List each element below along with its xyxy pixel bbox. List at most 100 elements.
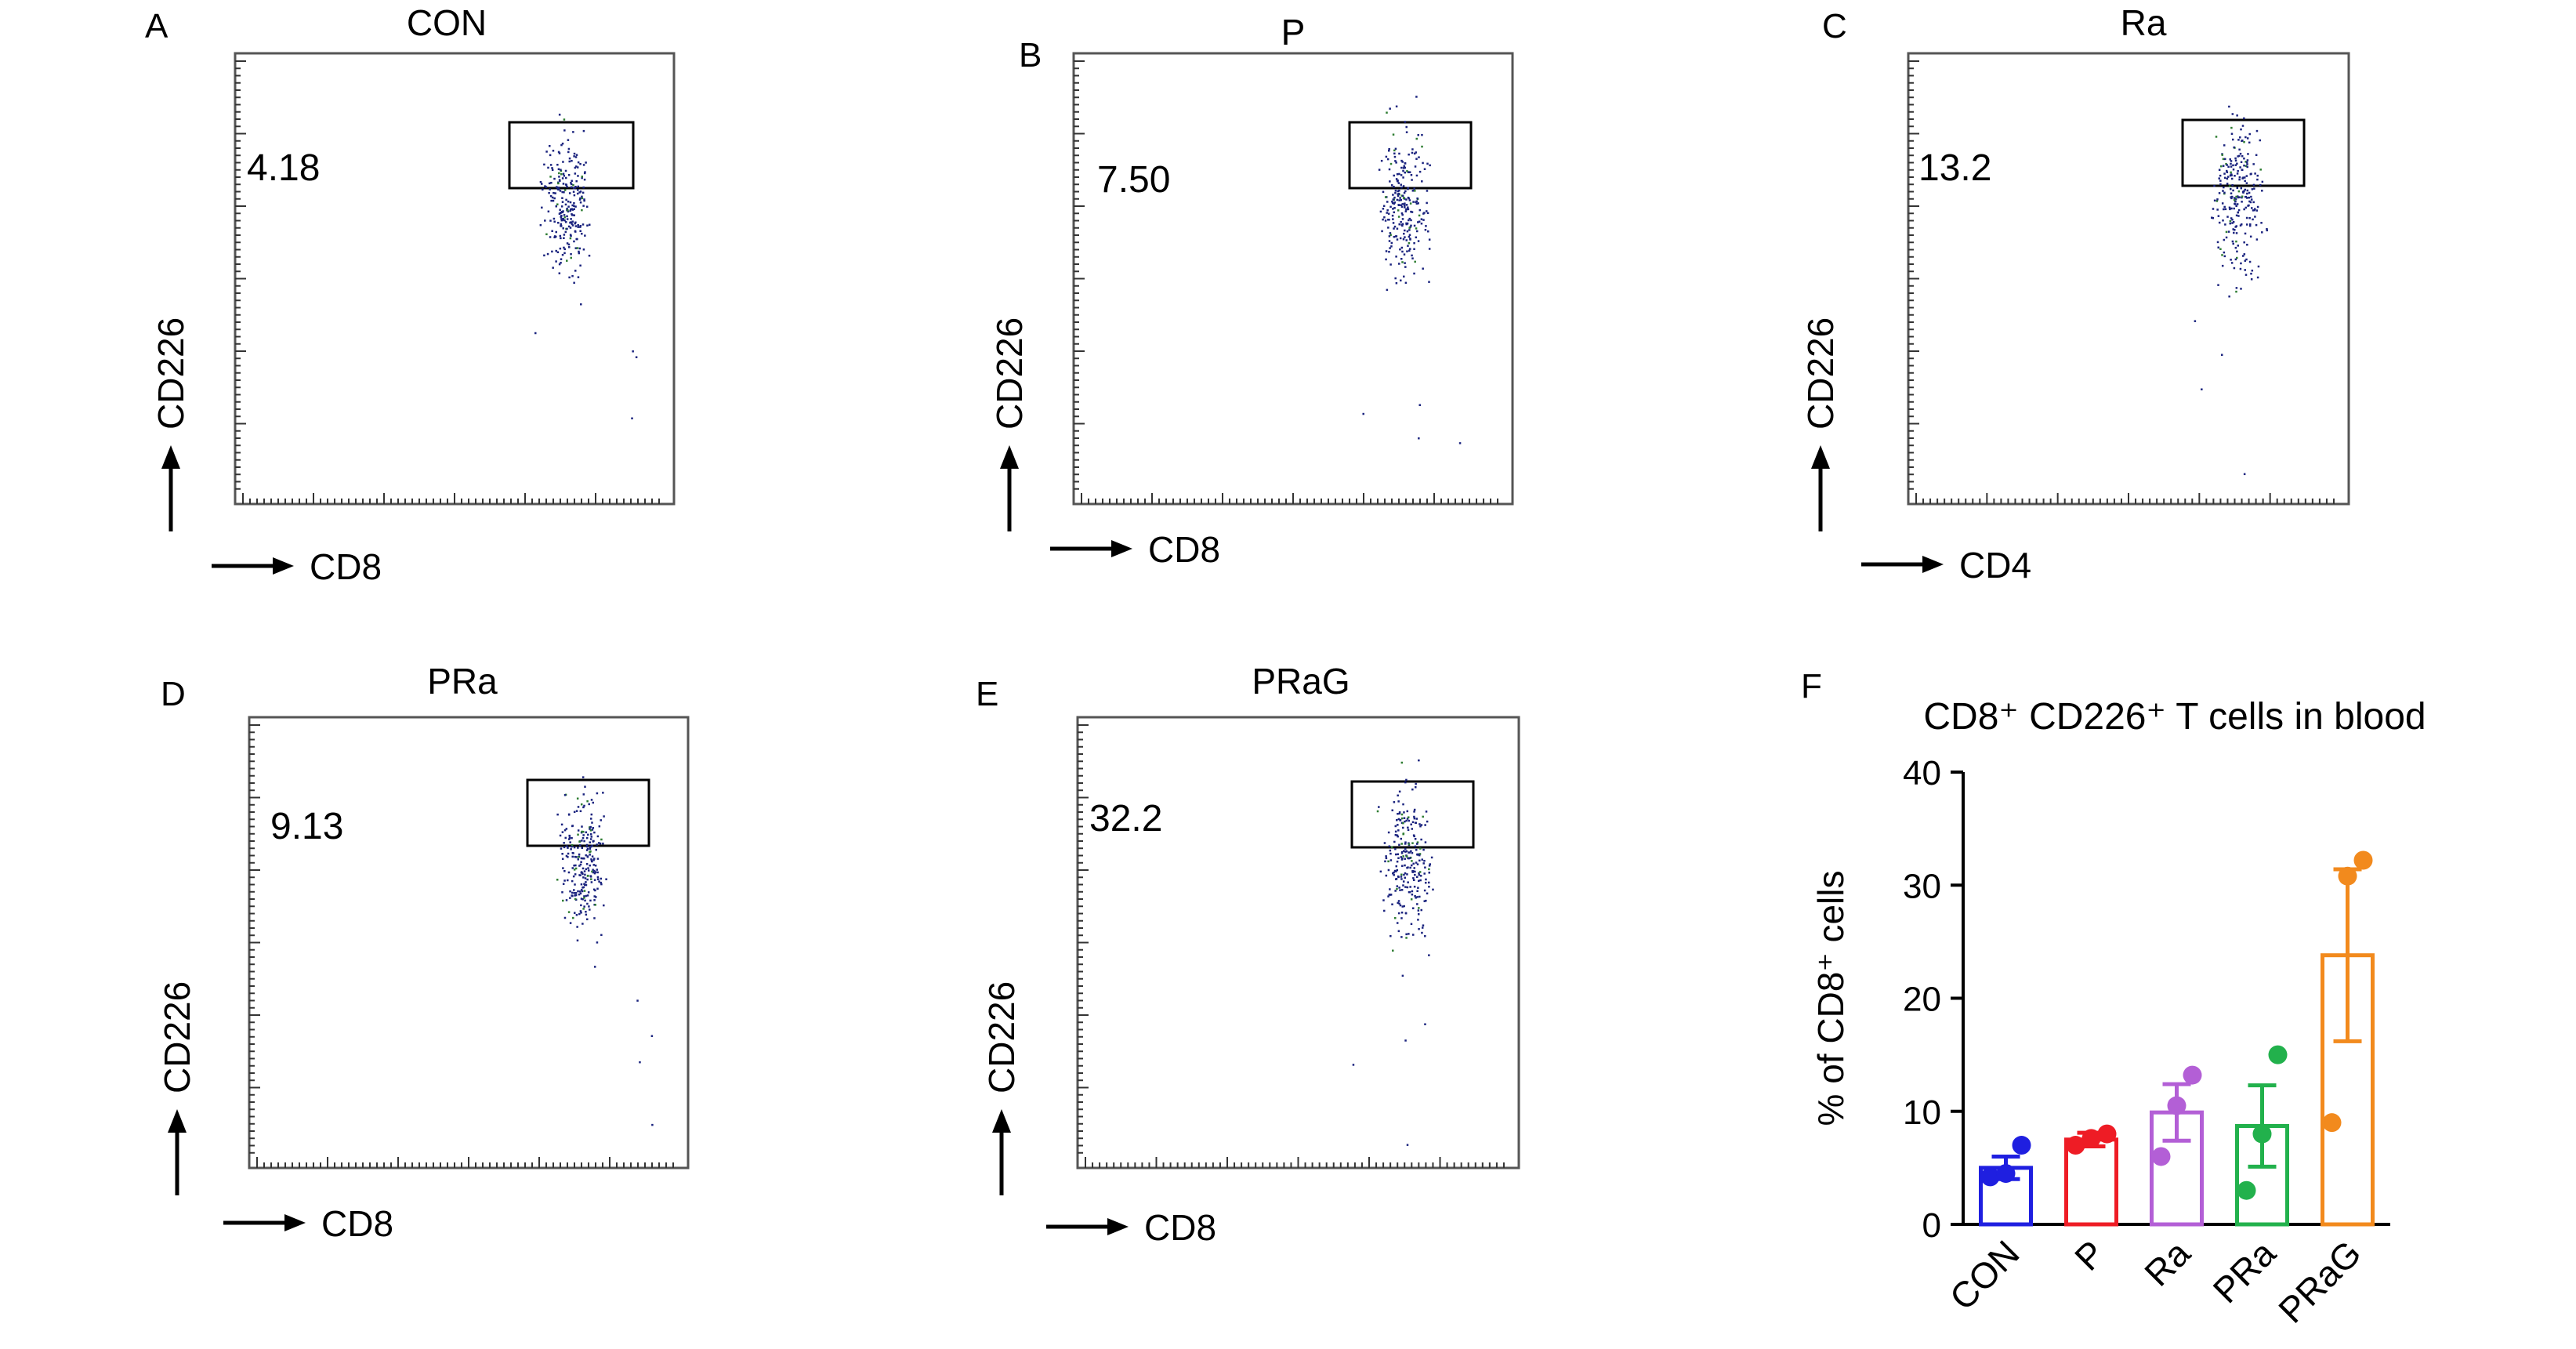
event-dot — [560, 237, 562, 240]
event-dot — [2246, 165, 2248, 169]
event-dot — [1416, 197, 1418, 200]
event-dot — [544, 185, 546, 187]
event-dot — [1401, 261, 1404, 263]
event-dot — [2234, 229, 2236, 231]
event-dot — [1415, 137, 1418, 140]
y-tick-label: 10 — [1903, 1093, 1941, 1132]
event-dot — [1403, 905, 1405, 908]
event-dot — [2216, 241, 2219, 244]
event-dot — [583, 198, 585, 201]
event-dot — [576, 166, 579, 169]
event-dot — [567, 871, 571, 874]
event-dot — [1401, 213, 1404, 216]
event-dot — [578, 247, 582, 250]
event-dot — [2212, 208, 2215, 210]
event-dot — [1410, 173, 1413, 176]
x-axis-label: CD4 — [1959, 545, 2031, 586]
event-dot — [545, 150, 548, 153]
event-dot — [598, 880, 600, 883]
event-dot — [1399, 819, 1401, 821]
event-dot — [586, 855, 589, 858]
event-dot — [1400, 223, 1403, 227]
event-dot — [567, 856, 569, 858]
event-dot — [1425, 225, 1427, 227]
event-dot — [1400, 198, 1403, 201]
event-dot — [1404, 266, 1407, 268]
event-dot-outlier — [1362, 412, 1364, 415]
event-dot — [1404, 262, 1406, 264]
event-dot — [577, 161, 580, 164]
event-dot — [578, 874, 581, 876]
event-dot — [2251, 207, 2253, 209]
event-dot — [1422, 924, 1425, 927]
event-dot-outlier — [1352, 1064, 1355, 1066]
event-dot — [1424, 934, 1426, 937]
event-dot — [1389, 263, 1392, 266]
event-dot — [2213, 184, 2216, 187]
event-dot-outlier — [1404, 1039, 1407, 1042]
event-dot — [549, 219, 552, 222]
event-dot — [592, 888, 596, 891]
event-dot — [590, 878, 592, 880]
event-dot — [585, 845, 589, 848]
event-dot — [1418, 853, 1422, 855]
data-point — [1980, 1167, 2000, 1187]
event-dot — [578, 250, 580, 253]
event-dot — [585, 836, 589, 839]
event-dot — [561, 197, 563, 199]
event-dot — [1405, 239, 1408, 241]
event-dot — [1415, 782, 1417, 785]
event-dot — [581, 209, 583, 212]
event-dot — [1400, 876, 1403, 878]
event-dot — [539, 223, 542, 227]
event-dot — [1410, 823, 1412, 826]
event-dot — [582, 886, 585, 889]
event-dot — [560, 261, 562, 264]
event-dot — [562, 218, 565, 220]
event-dot — [551, 230, 553, 233]
data-point — [2268, 1045, 2288, 1064]
event-dot — [567, 147, 571, 150]
event-dot — [2250, 198, 2253, 201]
event-dot — [1404, 912, 1408, 915]
event-dot — [1415, 227, 1418, 230]
event-dot — [1398, 199, 1400, 201]
event-dot — [580, 912, 582, 914]
event-dot — [1396, 227, 1399, 230]
event-dot — [605, 878, 607, 880]
event-dot — [592, 801, 595, 804]
event-dot — [2252, 201, 2255, 204]
event-dot — [2236, 256, 2238, 259]
data-point — [2183, 1065, 2202, 1085]
event-dot — [558, 212, 561, 215]
event-dot — [2240, 223, 2243, 226]
event-dot — [590, 813, 593, 816]
event-dot — [1395, 281, 1398, 285]
event-dot — [1413, 885, 1416, 888]
event-dot-outlier — [651, 1123, 654, 1126]
event-dot — [556, 251, 560, 254]
event-dot — [2244, 180, 2246, 183]
event-dot — [565, 854, 568, 858]
event-dot — [2228, 206, 2231, 209]
event-dot — [582, 898, 584, 901]
event-dot — [1390, 245, 1393, 248]
event-dot — [584, 899, 586, 902]
event-dot — [2245, 258, 2248, 261]
event-dot — [1413, 241, 1415, 245]
event-dot — [574, 898, 577, 901]
event-dot — [1408, 219, 1410, 222]
event-dot — [1400, 817, 1404, 820]
event-dot — [1401, 194, 1404, 198]
event-dot — [574, 166, 577, 169]
x-axis-label: CD8 — [310, 546, 382, 587]
x-tick-label: CON — [1942, 1232, 2027, 1318]
event-dot — [1385, 874, 1388, 877]
event-dot — [595, 848, 597, 851]
event-dot — [551, 169, 554, 172]
event-dot — [554, 192, 556, 194]
event-dot — [1416, 863, 1419, 865]
event-dot — [1406, 208, 1408, 211]
event-dot — [589, 828, 591, 830]
event-dot — [2235, 205, 2237, 208]
